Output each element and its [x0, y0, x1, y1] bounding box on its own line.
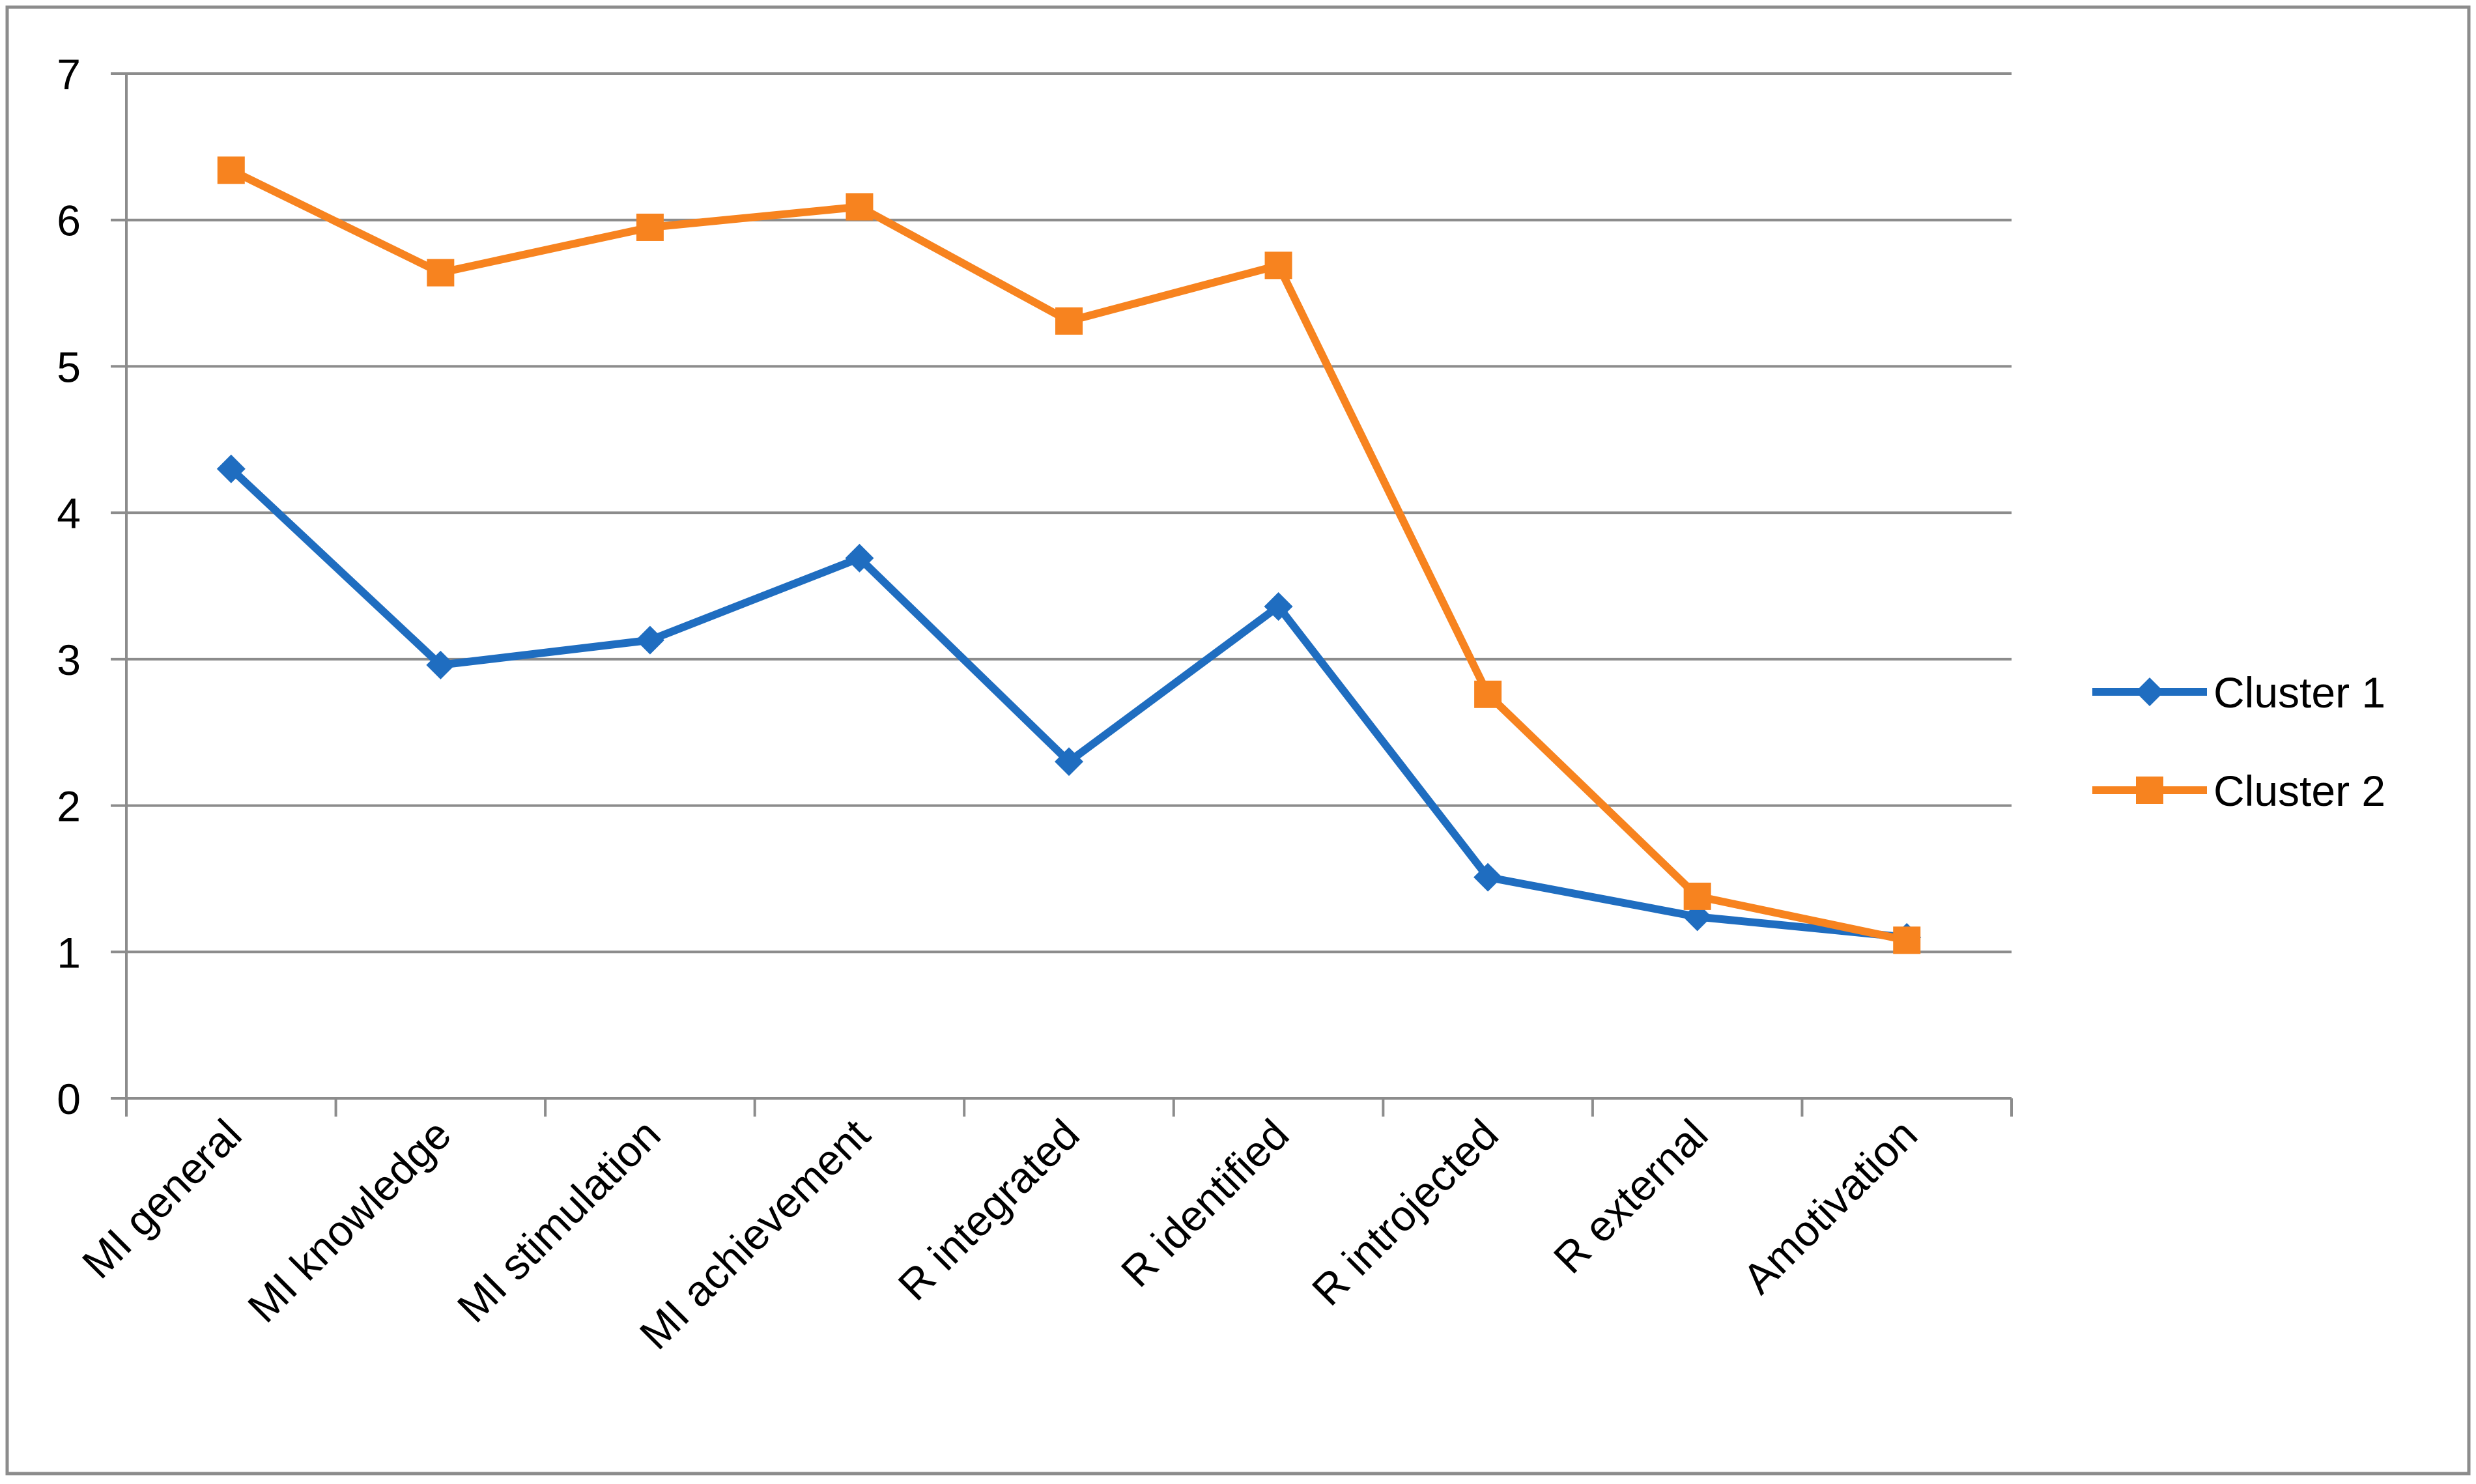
y-tick-label: 0 — [57, 1075, 81, 1123]
series-2-point — [1264, 251, 1292, 279]
series-2-point — [217, 156, 245, 184]
series-2-point — [427, 259, 455, 287]
legend-label-1: Cluster 1 — [2213, 668, 2385, 717]
legend-marker-2 — [2136, 777, 2163, 804]
series-2-point — [1893, 926, 1921, 954]
series-1-point — [216, 454, 246, 483]
series-1-point — [845, 543, 874, 573]
legend-marker-1 — [2135, 678, 2164, 706]
series-2-point — [1683, 882, 1711, 910]
y-tick-label: 3 — [57, 636, 81, 684]
y-tick-label: 2 — [57, 782, 81, 831]
y-tick-label: 6 — [57, 197, 81, 245]
series-2-point — [1055, 307, 1083, 335]
series-1-point — [1473, 863, 1503, 892]
series-2-point — [846, 193, 874, 221]
legend-label-2: Cluster 2 — [2213, 767, 2385, 815]
legend: Cluster 1 Cluster 2 — [2092, 668, 2385, 815]
series-2-point — [636, 213, 664, 241]
chart-border — [5, 5, 2471, 1476]
y-tick-label: 7 — [57, 50, 81, 98]
series-2-point — [1474, 680, 1502, 708]
y-tick-label: 5 — [57, 343, 81, 391]
y-tick-label: 4 — [57, 489, 81, 537]
y-tick-label: 1 — [57, 928, 81, 977]
series-1-point — [635, 625, 664, 655]
series-layer — [216, 156, 1922, 954]
series-1-point — [1264, 592, 1293, 621]
series-1-point — [426, 650, 455, 679]
series-1-point — [1055, 747, 1083, 777]
